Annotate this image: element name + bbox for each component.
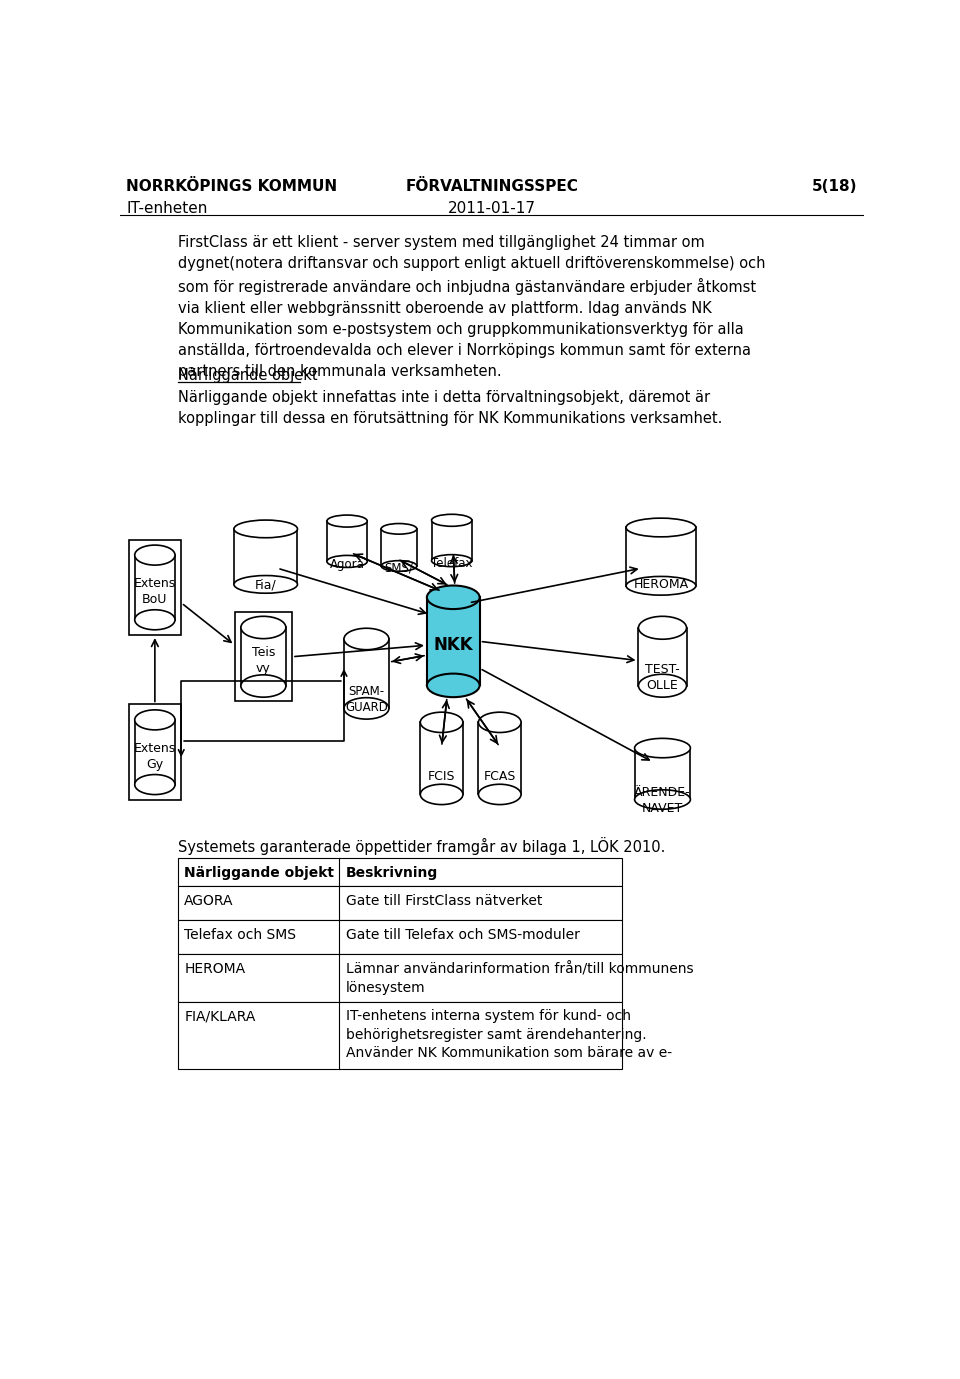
Ellipse shape: [327, 516, 368, 527]
Text: Systemets garanterade öppettider framgår av bilaga 1, LÖK 2010.: Systemets garanterade öppettider framgår…: [179, 837, 665, 855]
Ellipse shape: [134, 775, 175, 794]
Ellipse shape: [626, 576, 696, 596]
Ellipse shape: [420, 712, 463, 732]
Text: Närliggande objekt innefattas inte i detta förvaltningsobjekt, däremot är
koppli: Närliggande objekt innefattas inte i det…: [179, 390, 723, 426]
Bar: [234, 612, 292, 702]
Text: Extens
Gy: Extens Gy: [133, 742, 176, 771]
Text: 5(18): 5(18): [812, 179, 858, 194]
Text: FirstClass är ett klient - server system med tillgänglighet 24 timmar om
dygnet(: FirstClass är ett klient - server system…: [179, 234, 766, 379]
Bar: [432, 520, 472, 561]
Ellipse shape: [478, 785, 521, 804]
Ellipse shape: [432, 514, 472, 527]
Text: HEROMA: HEROMA: [634, 578, 688, 592]
Ellipse shape: [638, 674, 686, 698]
Bar: [381, 528, 417, 565]
Bar: [327, 521, 368, 561]
Text: 2011-01-17: 2011-01-17: [448, 201, 536, 217]
Text: Telefax: Telefax: [431, 557, 472, 570]
Ellipse shape: [344, 629, 389, 650]
Bar: [638, 627, 686, 685]
Text: FCAS: FCAS: [484, 769, 516, 783]
Text: Lämnar användarinformation från/till kommunens
lönesystem: Lämnar användarinformation från/till kom…: [346, 961, 693, 994]
Ellipse shape: [427, 673, 480, 698]
Text: Beskrivning: Beskrivning: [346, 866, 438, 880]
Bar: [241, 627, 286, 685]
Ellipse shape: [134, 710, 175, 729]
Ellipse shape: [427, 586, 480, 610]
Bar: [179, 954, 622, 1001]
Text: Närliggande objekt: Närliggande objekt: [184, 866, 334, 880]
Text: NKK: NKK: [433, 636, 473, 654]
Bar: [179, 920, 622, 954]
Text: Gate till FirstClass nätverket: Gate till FirstClass nätverket: [346, 894, 541, 907]
Ellipse shape: [381, 524, 417, 534]
Ellipse shape: [420, 785, 463, 804]
Text: FIA/KLARA: FIA/KLARA: [184, 1009, 255, 1023]
Ellipse shape: [234, 575, 298, 593]
Ellipse shape: [635, 790, 690, 809]
Bar: [427, 597, 480, 685]
Text: SMS/: SMS/: [385, 561, 414, 574]
Bar: [478, 723, 521, 794]
Text: Fia/: Fia/: [254, 578, 276, 592]
Ellipse shape: [241, 616, 286, 638]
Bar: [344, 638, 389, 709]
Ellipse shape: [241, 674, 286, 698]
Text: IT-enhetens interna system för kund- och
behörighetsregister samt ärendehanterin: IT-enhetens interna system för kund- och…: [346, 1009, 672, 1060]
Ellipse shape: [134, 545, 175, 565]
Ellipse shape: [381, 561, 417, 571]
Ellipse shape: [134, 610, 175, 630]
Text: NORRKÖPINGS KOMMUN: NORRKÖPINGS KOMMUN: [126, 179, 337, 194]
Bar: [626, 528, 696, 586]
Text: Teis
vy: Teis vy: [252, 647, 276, 676]
Ellipse shape: [234, 520, 298, 538]
Text: Extens
BoU: Extens BoU: [133, 576, 176, 605]
Ellipse shape: [432, 554, 472, 567]
Text: Telefax och SMS: Telefax och SMS: [184, 928, 297, 942]
Text: Gate till Telefax och SMS-moduler: Gate till Telefax och SMS-moduler: [346, 928, 580, 942]
Bar: [420, 723, 463, 794]
Ellipse shape: [327, 556, 368, 567]
Text: AGORA: AGORA: [184, 894, 234, 907]
Text: ÄRENDE-
NAVET: ÄRENDE- NAVET: [635, 786, 691, 815]
Bar: [134, 720, 175, 785]
Bar: [129, 705, 181, 800]
Bar: [635, 747, 690, 800]
Bar: [234, 530, 298, 585]
Text: FCIS: FCIS: [428, 769, 455, 783]
Ellipse shape: [344, 698, 389, 718]
Text: SPAM-
GUARD: SPAM- GUARD: [345, 685, 388, 714]
Text: IT-enheten: IT-enheten: [126, 201, 207, 217]
Bar: [129, 539, 181, 636]
Bar: [179, 1001, 622, 1070]
Text: TEST-
OLLE: TEST- OLLE: [645, 663, 680, 692]
Ellipse shape: [638, 616, 686, 640]
Bar: [179, 859, 622, 887]
Text: HEROMA: HEROMA: [184, 961, 246, 976]
Bar: [179, 887, 622, 920]
Text: FÖRVALTNINGSSPEC: FÖRVALTNINGSSPEC: [405, 179, 579, 194]
Text: Agora: Agora: [329, 558, 365, 571]
Ellipse shape: [478, 712, 521, 732]
Ellipse shape: [635, 738, 690, 758]
Text: Närliggande objekt: Närliggande objekt: [179, 368, 318, 383]
Bar: [134, 556, 175, 619]
Ellipse shape: [626, 519, 696, 536]
